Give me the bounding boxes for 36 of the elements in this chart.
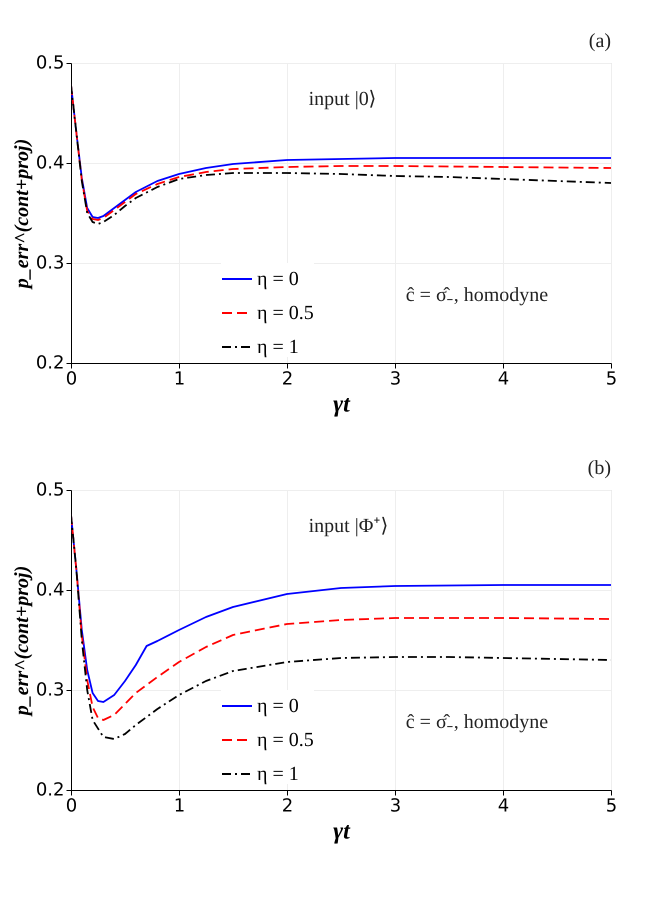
y-tick-label: 0.3 (36, 252, 64, 274)
text: (b) (588, 457, 611, 479)
y-tick-label: 0.5 (36, 480, 64, 500)
x-tick-label: 4 (498, 368, 510, 390)
y-tick-label: 0.2 (36, 780, 64, 800)
y-tick-label: 0.4 (36, 152, 64, 174)
y-axis-title: p_err^(cont+proj) (10, 138, 33, 290)
y-tick-label: 0.5 (36, 52, 64, 74)
x-tick-label: 1 (174, 368, 186, 390)
legend-label: η = 1 (257, 336, 299, 358)
x-tick-label: 0 (66, 796, 78, 816)
x-tick-label: 2 (282, 368, 294, 390)
y-axis-title: p_err^(cont+proj) (10, 566, 33, 718)
legend-label: η = 0.5 (257, 729, 314, 751)
legend-label: η = 0 (257, 695, 299, 717)
text: (a) (588, 30, 611, 52)
y-tick-label: 0.2 (36, 352, 64, 374)
x-tick-label: 0 (66, 368, 78, 390)
x-tick-label: 1 (174, 796, 186, 816)
x-tick-label: 5 (606, 796, 618, 816)
annotation: input |0⟩ (308, 88, 377, 110)
x-tick-label: 4 (498, 796, 510, 816)
annotation: ĉ = σ̂₋, homodyne (406, 711, 548, 733)
legend-label: η = 0 (257, 268, 299, 290)
legend-label: η = 1 (257, 763, 299, 785)
x-tick-label: 2 (282, 796, 294, 816)
x-axis-title: γt (333, 818, 352, 844)
x-tick-label: 3 (390, 368, 402, 390)
annotation: ĉ = σ̂₋, homodyne (406, 284, 548, 306)
y-tick-label: 0.3 (36, 680, 64, 700)
annotation: input |Φ⁺⟩ (308, 515, 388, 537)
x-tick-label: 5 (606, 368, 618, 390)
y-tick-label: 0.4 (36, 580, 64, 600)
legend-label: η = 0.5 (257, 302, 314, 324)
x-tick-label: 3 (390, 796, 402, 816)
x-axis-title: γt (333, 392, 352, 418)
